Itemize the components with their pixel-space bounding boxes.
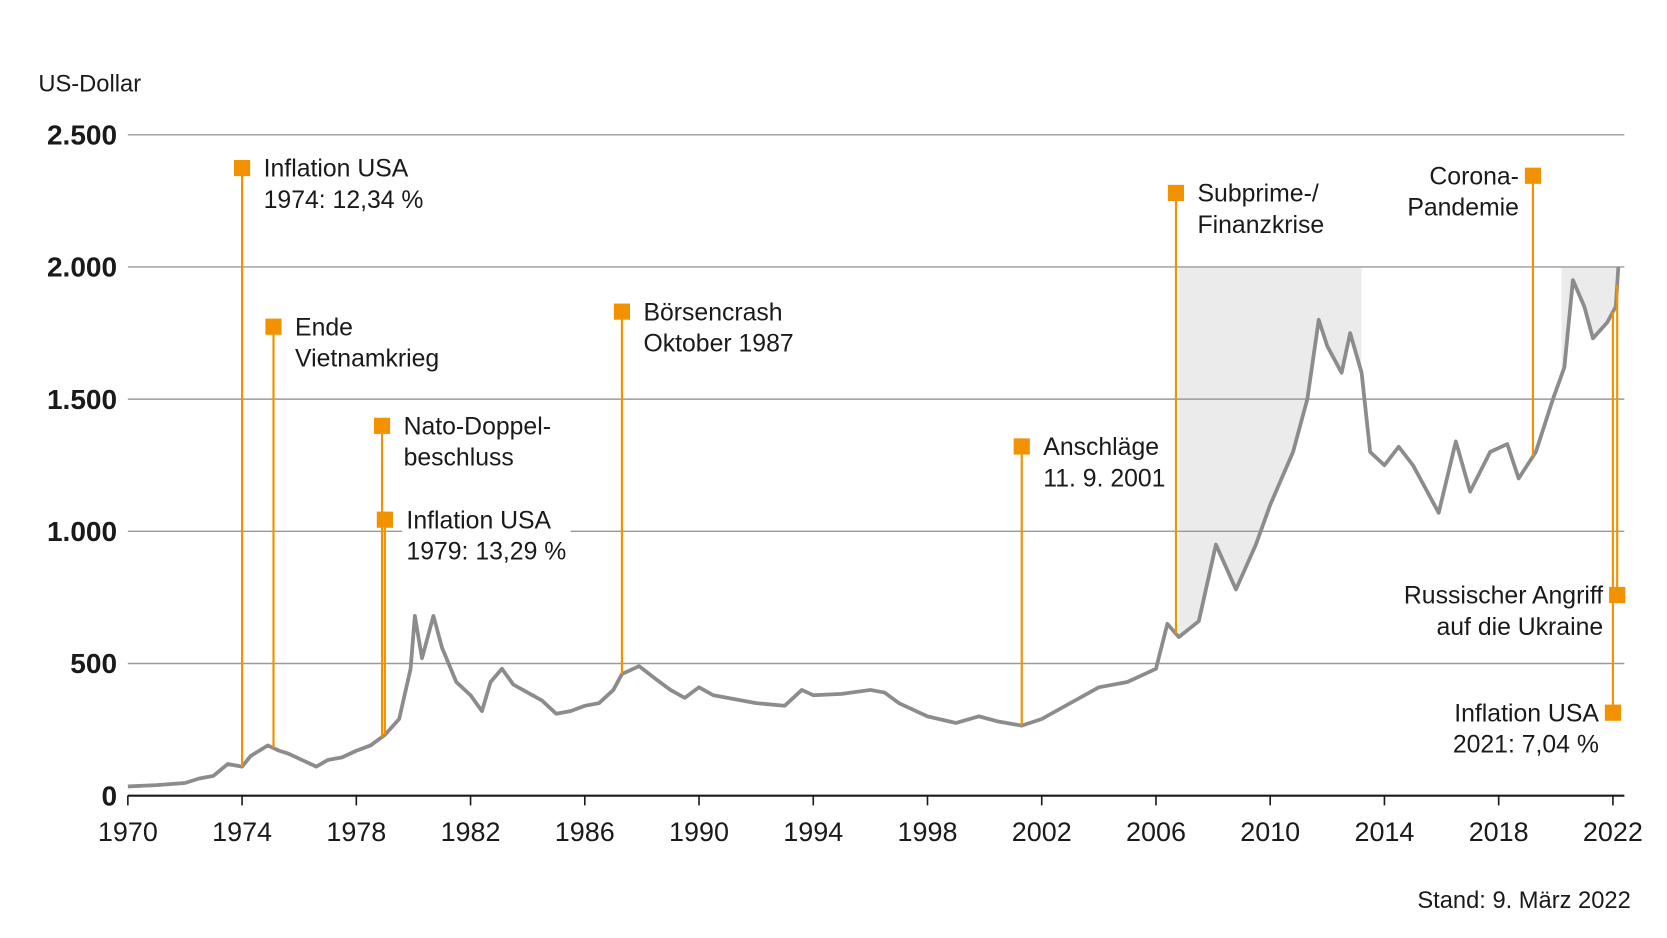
x-tick-label: 1970 — [98, 817, 158, 847]
x-tick-label: 1994 — [783, 817, 843, 847]
annotation-bg — [1038, 431, 1170, 495]
annotation-marker — [1609, 586, 1626, 604]
y-axis-label: US-Dollar — [38, 72, 141, 98]
x-tick-label: 1978 — [326, 817, 386, 847]
annotation: Börsencrash Oktober 1987 — [639, 297, 798, 360]
footnote: Stand: 9. März 2022 — [1417, 888, 1630, 914]
x-tick-label: 1986 — [555, 817, 615, 847]
y-tick-label: 0 — [101, 780, 117, 811]
annotation-text: Corona- — [1429, 163, 1519, 190]
annotation: Inflation USA 1974: 12,34 % — [259, 153, 428, 217]
annotation-bg — [399, 411, 556, 474]
annotation-text: Pandemie — [1407, 195, 1519, 222]
annotation-text: Börsencrash — [643, 299, 782, 326]
annotation: Subprime-/ Finanzkrise — [1193, 178, 1329, 241]
annotation-bg — [1448, 698, 1604, 761]
annotation-bg — [290, 312, 444, 375]
y-tick-label: 500 — [70, 648, 117, 679]
x-tick-label: 1990 — [669, 817, 729, 847]
y-tick-label: 1.000 — [47, 516, 117, 547]
annotation-text: Oktober 1987 — [643, 331, 793, 358]
annotation-marker — [1524, 167, 1542, 184]
y-tick-label: 2.500 — [47, 119, 117, 150]
annotation: Russischer Angriff auf die Ukraine — [1399, 580, 1608, 644]
annotation-marker — [613, 303, 630, 320]
annotation-marker — [376, 511, 393, 528]
x-tick-label: 2022 — [1583, 817, 1643, 847]
annotation-text: Anschläge — [1043, 434, 1159, 461]
annotation-text: Subprime-/ — [1198, 181, 1319, 208]
annotation-marker — [373, 417, 391, 434]
annotation-bg — [1403, 161, 1524, 224]
x-tick-label: 2002 — [1012, 817, 1072, 847]
annotation: Inflation USA 1979: 13,29 % — [402, 505, 571, 568]
x-tick-label: 1998 — [898, 817, 958, 847]
annotation-text: 11. 9. 2001 — [1043, 465, 1165, 492]
annotation-bg — [402, 505, 571, 568]
annotation-text: Nato-Doppel- — [404, 413, 551, 440]
annotation-bg — [1399, 580, 1608, 644]
annotation: Nato-Doppel-beschluss — [399, 411, 556, 474]
annotation: Anschläge 11. 9. 2001 — [1038, 431, 1170, 495]
y-tick-label: 2.000 — [47, 252, 117, 283]
annotation-text: Inflation USA — [1454, 700, 1599, 727]
annotation-text: 2021: 7,04 % — [1453, 732, 1599, 759]
annotation-bg — [639, 297, 798, 360]
x-tick-label: 1974 — [212, 817, 272, 847]
annotation-marker — [1604, 704, 1621, 721]
annotation-marker — [1013, 438, 1030, 455]
annotation-text: Russischer Angriff — [1404, 583, 1603, 610]
x-tick-label: 2010 — [1240, 817, 1300, 847]
annotation-marker — [233, 159, 251, 177]
annotation-text: Inflation USA — [406, 507, 551, 534]
annotation-text: 1974: 12,34 % — [264, 187, 424, 214]
annotation-text: Finanzkrise — [1198, 212, 1325, 239]
annotation: Inflation USA 2021: 7,04 % — [1448, 698, 1604, 761]
x-tick-label: 2014 — [1354, 817, 1414, 847]
x-tick-label: 1982 — [441, 817, 501, 847]
annotation-text: 1979: 13,29 % — [406, 539, 566, 566]
annotation-text: beschluss — [404, 445, 514, 472]
price-line — [127, 266, 1621, 789]
annotation-text: auf die Ukraine — [1436, 614, 1603, 641]
annotation: Corona- Pandemie — [1403, 161, 1524, 224]
annotation-marker — [1167, 184, 1185, 202]
annotation-bg — [259, 153, 428, 217]
annotation-text: Ende — [295, 314, 353, 341]
annotation-text: Inflation USA — [264, 156, 409, 183]
annotation-text: Vietnamkrieg — [295, 346, 439, 373]
annotation-marker — [265, 318, 282, 335]
x-tick-label: 2006 — [1126, 817, 1186, 847]
y-tick-label: 1.500 — [47, 384, 117, 415]
shaded-period — [1178, 266, 1362, 638]
x-tick-label: 2018 — [1469, 817, 1529, 847]
annotation: Ende Vietnamkrieg — [290, 312, 444, 375]
annotation-bg — [1193, 178, 1329, 241]
